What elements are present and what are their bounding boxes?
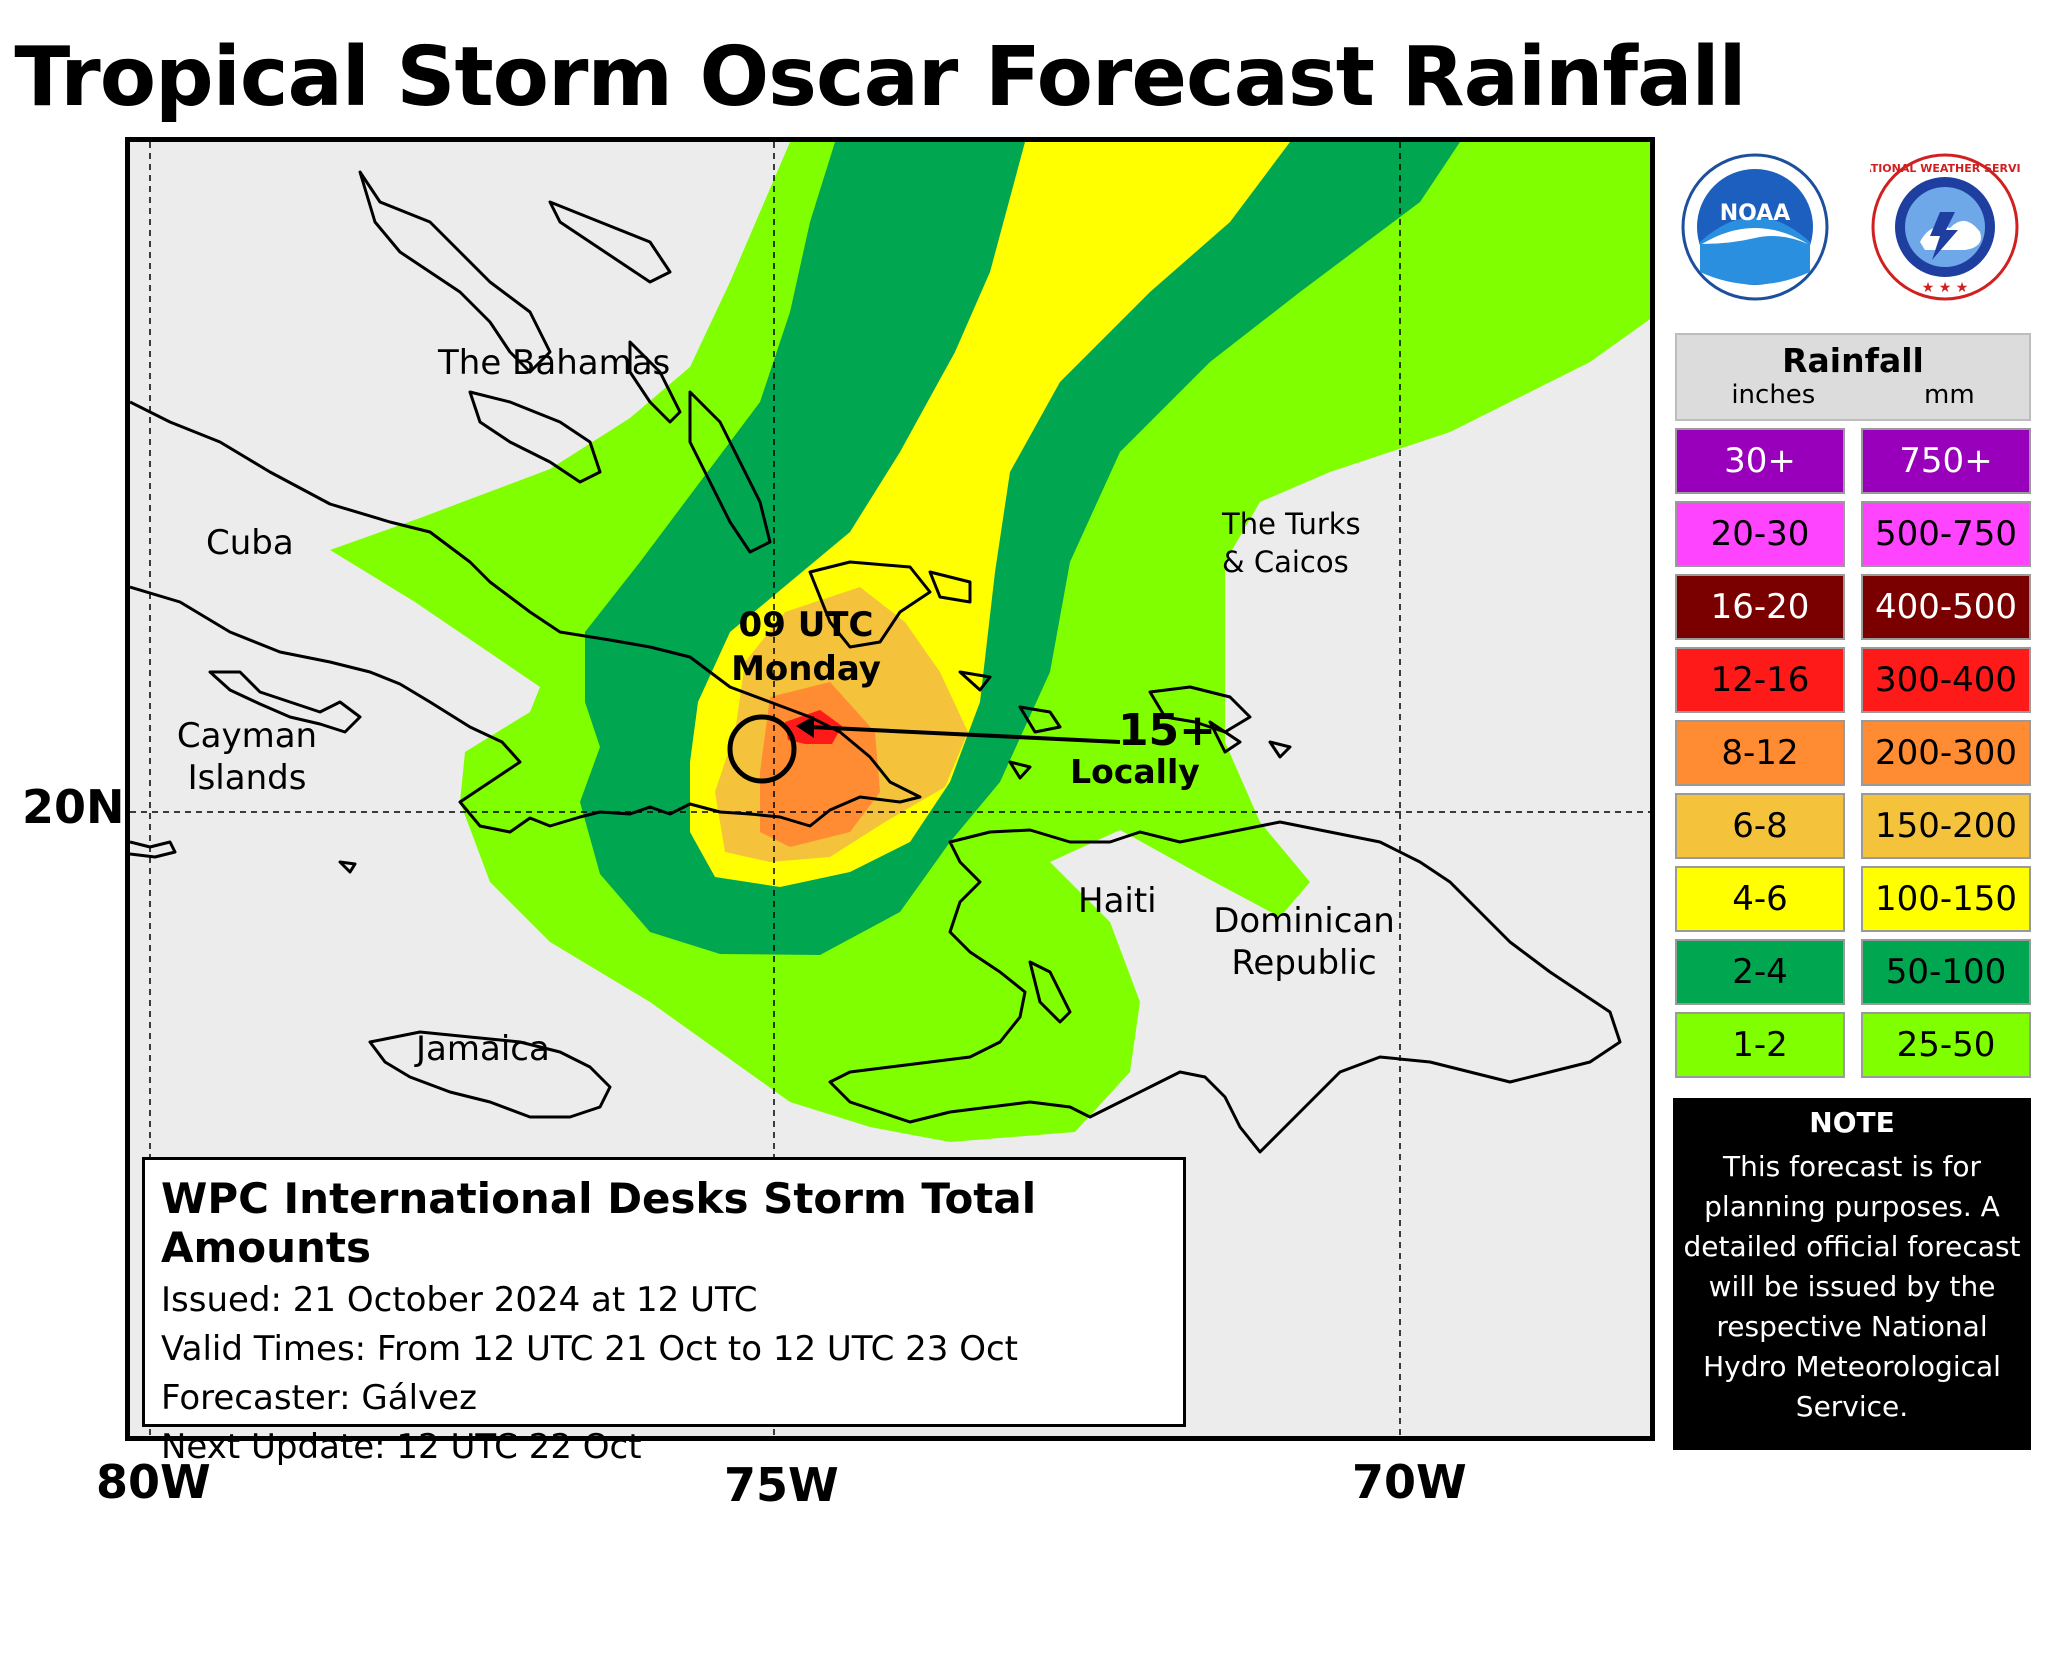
forecast-info-box: WPC International Desks Storm Total Amou… (142, 1157, 1186, 1467)
legend-unit-inches: inches (1731, 380, 1816, 410)
forecaster: Forecaster: Gálvez (161, 1378, 477, 1418)
lat-label-20n: 20N (22, 780, 125, 834)
storm-position-circle (727, 714, 797, 784)
legend-cell-inches: 12-16 (1675, 647, 1845, 713)
legend-row: 1-2 25-50 (1675, 1012, 2031, 1078)
legend-title: Rainfall (1782, 341, 1924, 380)
label-dominican-republic: Dominican Republic (1213, 901, 1395, 983)
pointer-arrow (809, 725, 1121, 744)
legend-row: 8-12 200-300 (1675, 720, 2031, 786)
next-update: Next Update: 12 UTC 22 Oct (161, 1427, 642, 1467)
valid-times: Valid Times: From 12 UTC 21 Oct to 12 UT… (161, 1329, 1018, 1369)
max-amount-label: 15+ (1117, 705, 1217, 756)
graticule (130, 142, 1650, 1436)
label-bahamas: The Bahamas (438, 343, 671, 383)
legend-cell-mm: 100-150 (1861, 866, 2031, 932)
note-body: This forecast is for planning purposes. A… (1673, 1147, 2031, 1427)
lon-label-70w: 70W (1352, 1455, 1467, 1509)
label-jamaica: Jamaica (416, 1029, 550, 1069)
legend-cell-inches: 8-12 (1675, 720, 1845, 786)
legend-cell-inches: 2-4 (1675, 939, 1845, 1005)
legend-cell-inches: 16-20 (1675, 574, 1845, 640)
legend-rows: 30+ 750+ 20-30 500-750 16-20 400-500 12-16 300-… (1675, 428, 2031, 1078)
legend-row: 6-8 150-200 (1675, 793, 2031, 859)
jamaica-coast (368, 1030, 612, 1119)
legend-header: Rainfall inches mm (1675, 333, 2031, 421)
legend-cell-mm: 500-750 (1861, 501, 2031, 567)
legend-cell-mm: 750+ (1861, 428, 2031, 494)
legend-row: 20-30 500-750 (1675, 501, 2031, 567)
note-line: Hydro Meteorological (1703, 1350, 2001, 1383)
nws-logo: NATIONAL WEATHER SERVICE ★ ★ ★ (1870, 153, 2020, 301)
map-canvas (130, 142, 1650, 1436)
legend-cell-inches: 4-6 (1675, 866, 1845, 932)
noaa-logo: NOAA (1681, 153, 1829, 301)
note-line: detailed official forecast (1683, 1230, 2021, 1263)
rainfall-legend: Rainfall inches mm 30+ 750+ 20-30 500-750 16… (1675, 333, 2031, 1078)
agency-logos: NOAA NATIONAL WEATHER SERVICE ★ ★ ★ (1680, 140, 2040, 320)
legend-cell-mm: 150-200 (1861, 793, 2031, 859)
cuba-coast (130, 400, 922, 834)
note-line: respective National (1716, 1310, 1988, 1343)
svg-text:NOAA: NOAA (1720, 201, 1791, 226)
legend-row: 16-20 400-500 (1675, 574, 2031, 640)
note-line: will be issued by the (1708, 1270, 1996, 1303)
legend-row: 2-4 50-100 (1675, 939, 2031, 1005)
legend-cell-mm: 300-400 (1861, 647, 2031, 713)
legend-row: 4-6 100-150 (1675, 866, 2031, 932)
map-title: Tropical Storm Oscar Forecast Rainfall (14, 30, 1746, 125)
legend-row: 30+ 750+ (1675, 428, 2031, 494)
legend-cell-mm: 25-50 (1861, 1012, 2031, 1078)
hispaniola-coast (828, 820, 1622, 1154)
storm-time-label: 09 UTC Monday (731, 605, 881, 689)
legend-cell-inches: 30+ (1675, 428, 1845, 494)
note-line: Service. (1795, 1390, 1909, 1423)
lon-label-75w: 75W (724, 1458, 839, 1512)
legend-cell-mm: 50-100 (1861, 939, 2031, 1005)
legend-row: 12-16 300-400 (1675, 647, 2031, 713)
arrow-head (796, 716, 814, 738)
label-haiti: Haiti (1078, 881, 1157, 921)
legend-cell-inches: 20-30 (1675, 501, 1845, 567)
lon-label-80w: 80W (96, 1455, 211, 1509)
label-turks-caicos: The Turks & Caicos (1222, 507, 1361, 579)
note-line: This forecast is for (1722, 1150, 1981, 1183)
legend-cell-mm: 400-500 (1861, 574, 2031, 640)
issued-time: Issued: 21 October 2024 at 12 UTC (161, 1280, 758, 1320)
note-heading: NOTE (1809, 1106, 1895, 1139)
coastlines (130, 170, 1622, 1154)
note-line: planning purposes. A (1704, 1190, 2000, 1223)
info-heading: WPC International Desks Storm Total Amou… (161, 1174, 1037, 1272)
legend-cell-inches: 6-8 (1675, 793, 1845, 859)
max-amount-note: Locally (1070, 752, 1200, 791)
legend-cell-inches: 1-2 (1675, 1012, 1845, 1078)
label-cayman: Cayman Islands (176, 716, 318, 798)
svg-text:★ ★ ★: ★ ★ ★ (1922, 280, 1969, 296)
note-box: NOTE This forecast is for planning purpos… (1673, 1098, 2031, 1450)
svg-text:NATIONAL WEATHER SERVICE: NATIONAL WEATHER SERVICE (1870, 162, 2020, 175)
legend-cell-mm: 200-300 (1861, 720, 2031, 786)
legend-unit-mm: mm (1924, 380, 1975, 410)
label-cuba: Cuba (206, 523, 294, 563)
